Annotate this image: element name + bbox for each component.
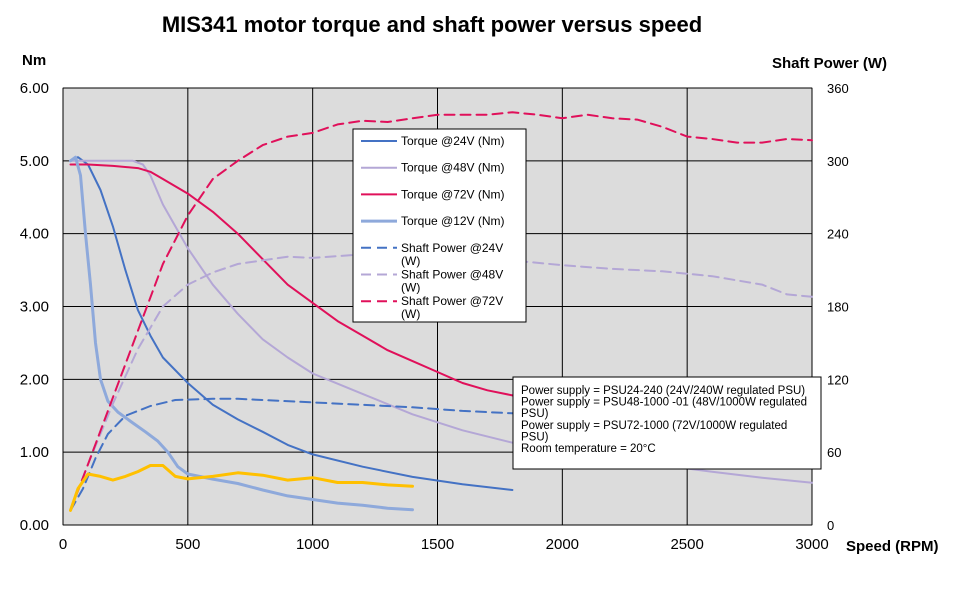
series-line-5	[69, 253, 813, 512]
x-tick-label: 2000	[546, 536, 579, 553]
series-line-3	[69, 155, 414, 512]
x-tick-label: 0	[59, 536, 67, 553]
legend-label: Torque @72V (Nm)	[401, 187, 505, 201]
legend-label: Torque @12V (Nm)	[401, 214, 505, 228]
y2-tick-label: 180	[827, 300, 849, 315]
y-tick-label: 5.00	[20, 153, 49, 170]
y-axis-label: Nm	[22, 52, 47, 69]
x-tick-label: 1500	[421, 536, 454, 553]
x-tick-label: 3000	[795, 536, 828, 553]
series-line-4	[69, 397, 514, 512]
x-tick-label: 500	[175, 536, 200, 553]
y-tick-label: 2.00	[20, 371, 49, 388]
legend-label: Torque @48V (Nm)	[401, 161, 505, 175]
annotation-line: Room temperature = 20°C	[521, 443, 656, 455]
annotation-line: Power supply = PSU24-240 (24V/240W regul…	[521, 385, 805, 397]
chart-title: MIS341 motor torque and shaft power vers…	[161, 12, 703, 37]
x-tick-label: 1000	[296, 536, 329, 553]
x-axis-label: Speed (RPM)	[846, 538, 939, 555]
legend-box	[352, 128, 527, 323]
series-line-0	[69, 156, 514, 491]
legend-label: Torque @24V (Nm)	[401, 134, 505, 148]
y2-tick-label: 360	[827, 81, 849, 96]
series-line-7	[69, 464, 414, 512]
y2-tick-label: 240	[827, 227, 849, 242]
y-tick-label: 3.00	[20, 299, 49, 316]
legend-label: Shaft Power @48V (W)	[401, 268, 503, 295]
annotation-line: Power supply = PSU48-1000 -01 (48V/1000W…	[521, 397, 807, 409]
annotation-box	[512, 376, 822, 470]
annotation-line: PSU)	[521, 408, 549, 420]
y-tick-label: 6.00	[20, 80, 49, 97]
y2-tick-label: 60	[827, 445, 841, 460]
legend-label: Shaft Power @72V (W)	[401, 294, 503, 321]
y-tick-label: 0.00	[20, 517, 49, 534]
y2-tick-label: 300	[827, 154, 849, 169]
annotation-line: Power supply = PSU72-1000 (72V/1000W reg…	[521, 420, 787, 432]
y-tick-label: 1.00	[20, 444, 49, 461]
x-tick-label: 2500	[670, 536, 703, 553]
y2-tick-label: 120	[827, 372, 849, 387]
series-line-6	[69, 111, 813, 512]
y-tick-label: 4.00	[20, 226, 49, 243]
y2-axis-label: Shaft Power (W)	[772, 55, 887, 72]
annotation-line: PSU)	[521, 431, 549, 443]
legend-label: Shaft Power @24V (W)	[401, 241, 503, 268]
y2-tick-label: 0	[827, 518, 834, 533]
